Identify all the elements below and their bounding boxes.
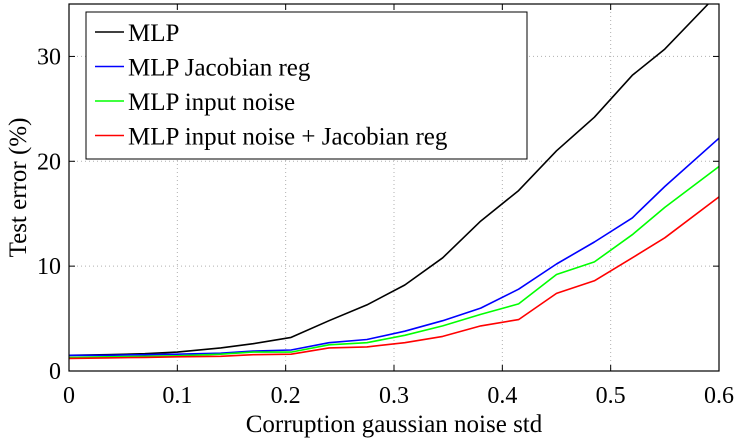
series-lines <box>69 4 719 360</box>
y-axis-title: Test error (%) <box>5 118 32 258</box>
series-line-4 <box>69 196 719 360</box>
series-line-2 <box>69 137 719 357</box>
legend-box <box>85 11 528 160</box>
x-tick-label: 0.5 <box>596 383 626 409</box>
y-tick-label: 30 <box>37 44 61 70</box>
legend-label-4: MLP input noise + Jacobian reg <box>128 124 448 151</box>
legend: MLP MLP Jacobian reg MLP input noise MLP in… <box>85 11 528 160</box>
legend-label-3: MLP input noise <box>128 89 295 116</box>
y-tick-label: 0 <box>49 359 61 385</box>
axis-ticks <box>68 4 720 372</box>
y-tick-label: 10 <box>37 254 61 280</box>
x-tick-label: 0.3 <box>379 383 409 409</box>
series-line-1 <box>69 4 709 357</box>
series-line-3 <box>69 165 719 359</box>
legend-label-2: MLP Jacobian reg <box>128 55 311 82</box>
tick-labels: 0 0.1 0.2 0.3 0.4 0.5 0.6 0 10 20 30 <box>37 44 734 409</box>
x-tick-label: 0.6 <box>704 383 734 409</box>
x-tick-label: 0.1 <box>162 383 192 409</box>
y-tick-label: 20 <box>37 149 61 175</box>
legend-label-1: MLP <box>128 20 179 47</box>
x-tick-label: 0 <box>63 383 75 409</box>
x-tick-label: 0.2 <box>271 383 301 409</box>
x-tick-label: 0.4 <box>487 383 517 409</box>
x-axis-title: Corruption gaussian noise std <box>246 411 543 438</box>
